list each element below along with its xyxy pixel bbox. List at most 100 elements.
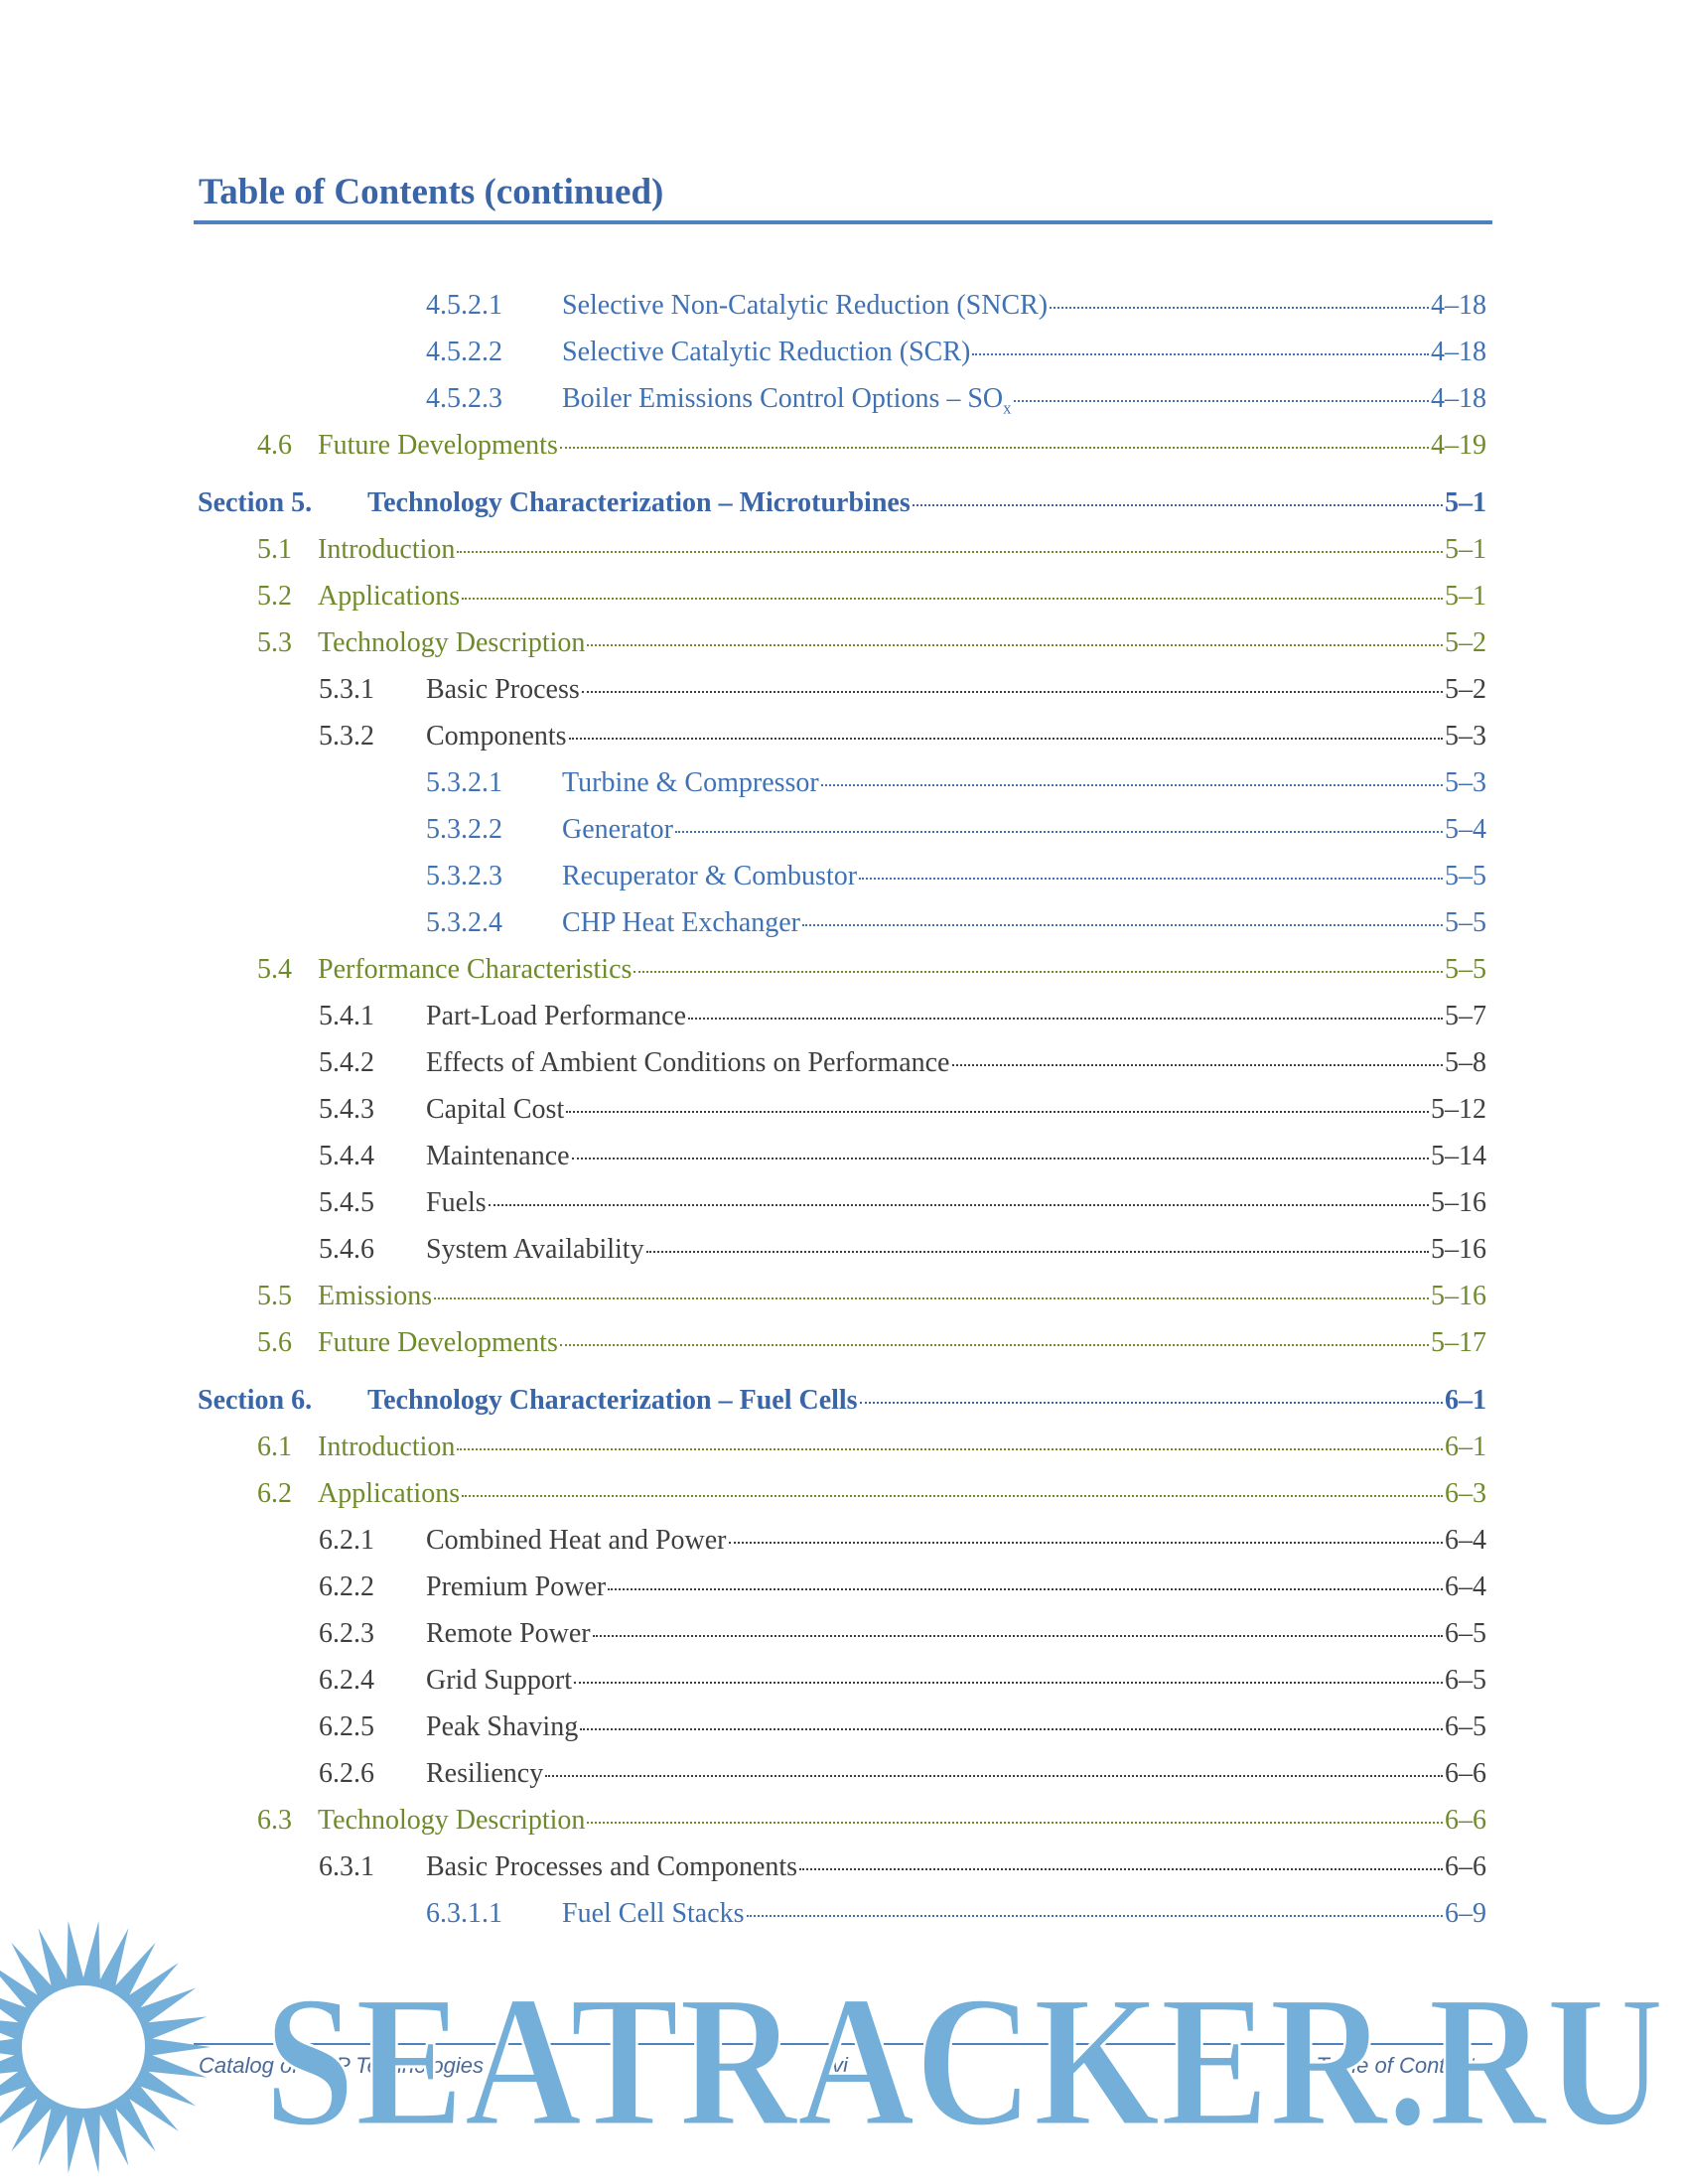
dot-leader — [1050, 307, 1429, 309]
entry-title: System Availability — [426, 1234, 644, 1265]
entry-page: 6–4 — [1445, 1525, 1486, 1556]
toc-entry: 6.2.5 Peak Shaving 6–5 — [319, 1711, 1486, 1751]
toc-entry: 5.3.2.1 Turbine & Compressor 5–3 — [426, 767, 1486, 807]
entry-page: 6–3 — [1445, 1478, 1486, 1509]
toc-entry: 5.4.2 Effects of Ambient Conditions on Pe… — [319, 1047, 1486, 1087]
entry-title: Selective Non-Catalytic Reduction (SNCR) — [562, 290, 1049, 321]
entry-title: Future Developments — [318, 1327, 558, 1358]
entry-number: 5.4.6 — [319, 1234, 374, 1265]
entry-title: Technology Description — [318, 627, 586, 658]
entry-number: 5.4.1 — [319, 1001, 374, 1031]
footer-page: vi — [832, 2053, 848, 2078]
entry-title: Selective Catalytic Reduction (SCR) — [562, 337, 971, 367]
entry-title: Effects of Ambient Conditions on Perform… — [426, 1047, 950, 1078]
entry-page: 5–2 — [1445, 674, 1486, 705]
toc-entry: 4.5.2.1 Selective Non-Catalytic Reduction… — [426, 290, 1486, 330]
entry-title: Future Developments — [318, 430, 558, 461]
entry-number: 5.3.2.1 — [426, 767, 502, 798]
dot-leader — [912, 504, 1443, 506]
entry-title: Premium Power — [426, 1571, 607, 1602]
entry-page: 6–1 — [1445, 1432, 1486, 1462]
dot-leader — [574, 1682, 1443, 1684]
entry-number: 4.5.2.3 — [426, 383, 502, 414]
footer-rule — [194, 2043, 1492, 2045]
watermark-sun — [0, 1920, 211, 2174]
entry-title: Technology Characterization – Fuel Cells — [367, 1385, 858, 1416]
entry-number: 6.2 — [257, 1478, 292, 1509]
entry-page: 5–8 — [1445, 1047, 1486, 1078]
entry-page: 6–5 — [1445, 1665, 1486, 1696]
toc-entry: Section 5. Technology Characterization – … — [198, 487, 1486, 527]
toc-entry: 5.3.1 Basic Process 5–2 — [319, 674, 1486, 714]
dot-leader — [688, 1018, 1443, 1020]
entry-title: Applications — [318, 1478, 461, 1509]
entry-title: Peak Shaving — [426, 1711, 579, 1742]
toc-entry: 5.1 Introduction 5–1 — [257, 534, 1486, 574]
dot-leader — [457, 1448, 1443, 1450]
entry-number: 5.1 — [257, 534, 292, 565]
entry-title: Turbine & Compressor — [562, 767, 819, 798]
dot-leader — [559, 447, 1429, 449]
toc-entry: 5.3 Technology Description 5–2 — [257, 627, 1486, 667]
dot-leader — [571, 1158, 1429, 1160]
dot-leader — [580, 1728, 1443, 1730]
entry-number: 6.2.4 — [319, 1665, 374, 1696]
toc-entry: 5.4.4 Maintenance 5–14 — [319, 1141, 1486, 1180]
entry-page: 5–12 — [1431, 1094, 1486, 1125]
dot-leader — [434, 1297, 1429, 1299]
toc-entry: 5.6 Future Developments 5–17 — [257, 1327, 1486, 1367]
toc-entry: 6.2.2 Premium Power 6–4 — [319, 1571, 1486, 1611]
dot-leader — [559, 1344, 1429, 1346]
title-rule — [194, 220, 1492, 224]
dot-leader — [746, 1915, 1443, 1917]
toc-entry: 5.4.5 Fuels 5–16 — [319, 1187, 1486, 1227]
entry-number: 6.1 — [257, 1432, 292, 1462]
entry-number: 5.5 — [257, 1281, 292, 1311]
entry-page: 5–3 — [1445, 767, 1486, 798]
entry-page: 6–4 — [1445, 1571, 1486, 1602]
toc-entry: 6.3.1.1 Fuel Cell Stacks 6–9 — [426, 1898, 1486, 1938]
entry-page: 5–16 — [1431, 1234, 1486, 1265]
dot-leader — [457, 551, 1443, 553]
entry-title: Capital Cost — [426, 1094, 565, 1125]
entry-page: 6–9 — [1445, 1898, 1486, 1929]
entry-number: 6.3.1.1 — [426, 1898, 502, 1929]
dot-leader — [462, 598, 1443, 600]
entry-title: Fuels — [426, 1187, 487, 1218]
toc-entry: 6.2.3 Remote Power 6–5 — [319, 1618, 1486, 1658]
entry-number: 5.3.2.3 — [426, 861, 502, 891]
toc-entry: 6.2.4 Grid Support 6–5 — [319, 1665, 1486, 1705]
entry-page: 5–1 — [1445, 487, 1486, 518]
entry-page: 6–5 — [1445, 1711, 1486, 1742]
entry-number: 4.6 — [257, 430, 292, 461]
dot-leader — [581, 691, 1443, 693]
entry-number: 5.6 — [257, 1327, 292, 1358]
entry-page: 6–6 — [1445, 1758, 1486, 1789]
dot-leader — [802, 924, 1443, 926]
entry-page: 6–6 — [1445, 1851, 1486, 1882]
entry-title: Part-Load Performance — [426, 1001, 686, 1031]
entry-number: 5.2 — [257, 581, 292, 612]
entry-page: 5–16 — [1431, 1281, 1486, 1311]
toc-entry: 6.2.1 Combined Heat and Power 6–4 — [319, 1525, 1486, 1565]
toc-entry: 6.3.1 Basic Processes and Components 6–6 — [319, 1851, 1486, 1891]
entry-page: 5–1 — [1445, 581, 1486, 612]
dot-leader — [951, 1064, 1443, 1066]
toc-entry: 5.4.6 System Availability 5–16 — [319, 1234, 1486, 1274]
entry-title: Technology Description — [318, 1805, 586, 1836]
dot-leader — [728, 1542, 1443, 1544]
entry-subscript: x — [1003, 398, 1012, 418]
entry-page: 5–17 — [1431, 1327, 1486, 1358]
entry-number: 5.3.2.4 — [426, 907, 502, 938]
entry-number: 5.4 — [257, 954, 292, 985]
entry-page: 5–5 — [1445, 861, 1486, 891]
dot-leader — [972, 353, 1429, 355]
dot-leader — [674, 831, 1443, 833]
entry-number: Section 5. — [198, 487, 313, 518]
entry-page: 5–2 — [1445, 627, 1486, 658]
dot-leader — [587, 644, 1443, 646]
entry-number: 5.4.2 — [319, 1047, 374, 1078]
entry-number: Section 6. — [198, 1385, 313, 1416]
entry-title: Basic Process — [426, 674, 580, 705]
